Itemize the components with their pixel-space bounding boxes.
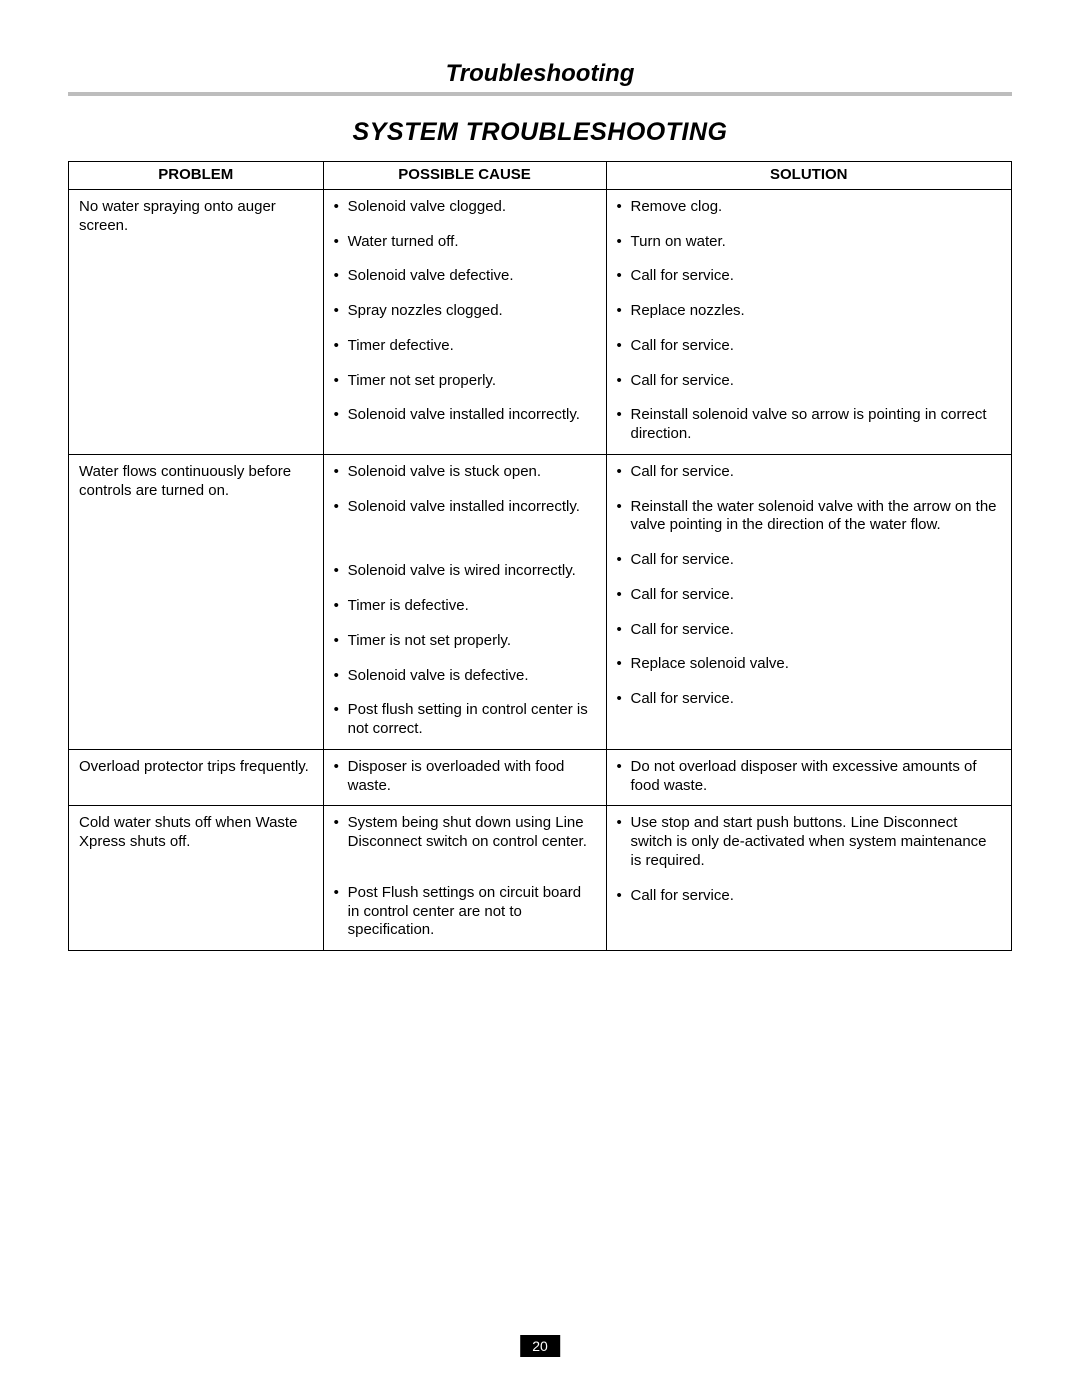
table-row: Water flows continuously before controls… [69,454,1012,749]
table-row: No water spraying onto auger screen.Sole… [69,189,1012,454]
cause-cell: Disposer is overloaded with food waste. [323,749,606,806]
main-title: SYSTEM TROUBLESHOOTING [68,118,1012,147]
col-header-solution: SOLUTION [606,162,1012,190]
solution-cell: Use stop and start push buttons. Line Di… [606,806,1012,951]
cause-item: Solenoid valve is defective. [334,665,596,688]
solution-item: Remove clog. [617,196,1002,219]
cause-item: Solenoid valve is wired incorrectly. [334,560,596,583]
solution-item: Use stop and start push buttons. Line Di… [617,812,1002,872]
solution-item: Call for service. [617,885,1002,908]
cause-item: Post Flush settings on circuit board in … [334,882,596,942]
solution-item: Call for service. [617,688,1002,711]
cause-item: Post flush setting in control center is … [334,699,596,741]
cause-item: Solenoid valve clogged. [334,196,596,219]
problem-cell: Water flows continuously before controls… [69,454,324,749]
cause-cell: Solenoid valve clogged. Water turned off.… [323,189,606,454]
page-number: 20 [520,1335,560,1357]
solution-item: Call for service. [617,370,1002,393]
table-header-row: PROBLEM POSSIBLE CAUSE SOLUTION [69,162,1012,190]
cause-item: Timer is not set properly. [334,630,596,653]
solution-item: Replace nozzles. [617,300,1002,323]
solution-cell: Remove clog. Turn on water. Call for servi… [606,189,1012,454]
solution-item: Call for service. [617,549,1002,572]
table-row: Cold water shuts off when Waste Xpress s… [69,806,1012,951]
cause-cell: Solenoid valve is stuck open. Solenoid va… [323,454,606,749]
cause-item: Solenoid valve installed incorrectly. [334,404,596,427]
table-row: Overload protector trips frequently.Disp… [69,749,1012,806]
cause-item: System being shut down using Line Discon… [334,812,596,854]
solution-item: Replace solenoid valve. [617,653,1002,676]
solution-item: Call for service. [617,619,1002,642]
col-header-cause: POSSIBLE CAUSE [323,162,606,190]
horizontal-rule [68,92,1012,96]
cause-item: Water turned off. [334,231,596,254]
page: Troubleshooting SYSTEM TROUBLESHOOTING P… [0,0,1080,1397]
cause-item: Disposer is overloaded with food waste. [334,756,596,798]
solution-item: Reinstall solenoid valve so arrow is poi… [617,404,1002,446]
troubleshooting-table: PROBLEM POSSIBLE CAUSE SOLUTION No water… [68,161,1012,951]
cause-item: Timer not set properly. [334,370,596,393]
problem-cell: Overload protector trips frequently. [69,749,324,806]
solution-cell: Call for service. Reinstall the water sol… [606,454,1012,749]
solution-item: Reinstall the water solenoid valve with … [617,496,1002,538]
cause-item: Solenoid valve installed incorrectly. [334,496,596,519]
solution-cell: Do not overload disposer with excessive … [606,749,1012,806]
cause-item: Solenoid valve is stuck open. [334,461,596,484]
cause-item: Timer defective. [334,335,596,358]
solution-item: Call for service. [617,265,1002,288]
table-body: No water spraying onto auger screen.Sole… [69,189,1012,950]
section-title: Troubleshooting [68,60,1012,88]
col-header-problem: PROBLEM [69,162,324,190]
cause-item: Timer is defective. [334,595,596,618]
solution-item: Call for service. [617,461,1002,484]
problem-cell: Cold water shuts off when Waste Xpress s… [69,806,324,951]
cause-item: Spray nozzles clogged. [334,300,596,323]
cause-cell: System being shut down using Line Discon… [323,806,606,951]
solution-item: Turn on water. [617,231,1002,254]
cause-item: Solenoid valve defective. [334,265,596,288]
solution-item: Call for service. [617,584,1002,607]
problem-cell: No water spraying onto auger screen. [69,189,324,454]
solution-item: Call for service. [617,335,1002,358]
solution-item: Do not overload disposer with excessive … [617,756,1002,798]
